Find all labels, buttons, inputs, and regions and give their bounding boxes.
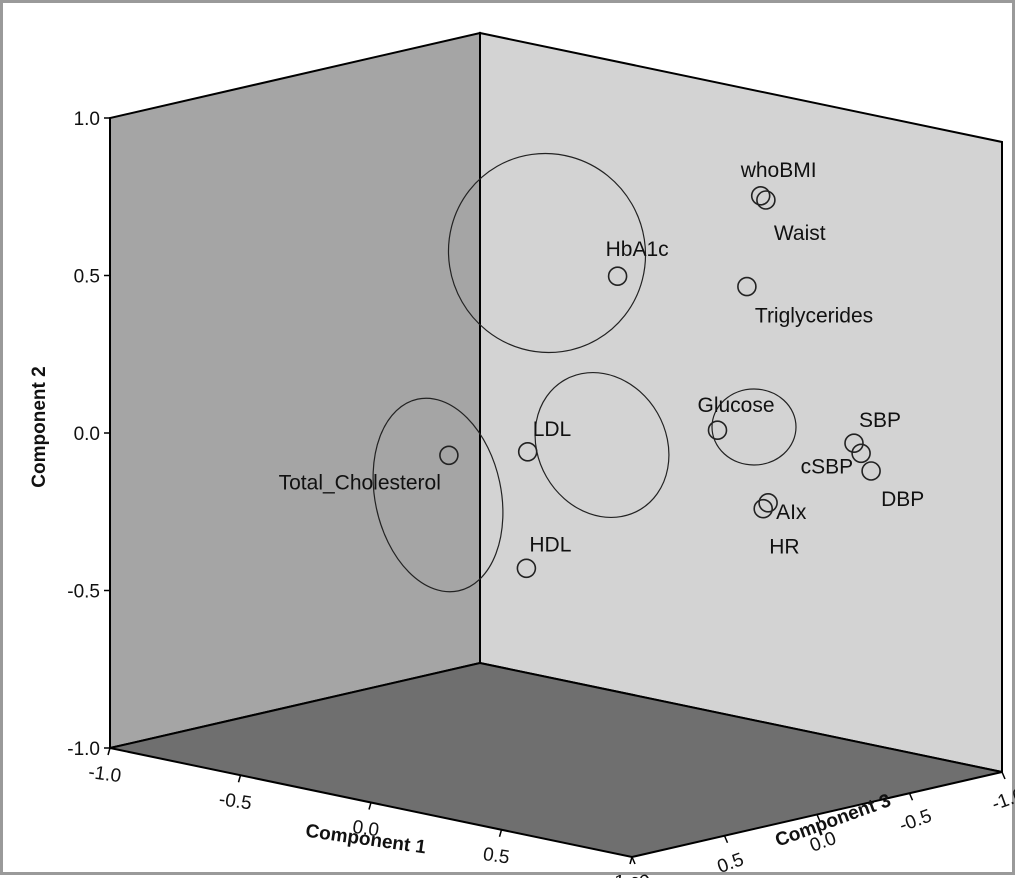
y-tick-label: 0.0 xyxy=(74,424,100,445)
point-total-cholesterol xyxy=(439,445,459,466)
x-tick-label: 0.5 xyxy=(482,844,511,868)
z-tick-label: -0.5 xyxy=(897,806,935,837)
z-tick-mark xyxy=(723,835,729,844)
chart-walls xyxy=(109,31,1003,859)
z-tick-mark xyxy=(1001,771,1006,780)
label-whobmi: whoBMI xyxy=(740,159,817,182)
cluster-ellipse-body xyxy=(447,152,647,354)
label-ldl: LDL xyxy=(533,418,572,441)
scatter-3d-chart: whoBMI Waist HbA1c Triglycerides Glucose AIx H… xyxy=(29,31,1015,878)
x-tick-mark xyxy=(368,802,372,810)
label-aix: AIx xyxy=(776,501,807,524)
point-waist xyxy=(756,190,776,210)
data-points xyxy=(439,186,881,579)
cluster-ellipse-bp xyxy=(711,388,797,466)
point-glucose xyxy=(707,420,728,441)
label-hba1c: HbA1c xyxy=(606,238,669,261)
point-labels: whoBMI Waist HbA1c Triglycerides Glucose AIx H… xyxy=(279,159,925,559)
y-tick-label: -0.5 xyxy=(67,582,100,603)
label-triglycerides: Triglycerides xyxy=(755,305,873,328)
point-hr xyxy=(753,498,774,519)
z-tick-label: 1.0 xyxy=(622,870,654,878)
x-tick-mark xyxy=(629,856,633,865)
x-tick-mark xyxy=(498,829,503,837)
z-tick-label: -1.0 xyxy=(989,784,1015,815)
point-hdl xyxy=(516,558,537,579)
z-tick-label: 0.5 xyxy=(715,849,747,878)
cluster-ellipse-lipids xyxy=(372,397,504,593)
z-tick-mark xyxy=(908,792,914,801)
label-hdl: HDL xyxy=(529,533,571,556)
point-ldl xyxy=(517,441,538,462)
z-tick-mark xyxy=(631,856,636,865)
x-tick-mark xyxy=(107,747,111,756)
point-aix xyxy=(758,492,778,513)
label-sbp: SBP xyxy=(859,409,901,432)
y-tick-label: -1.0 xyxy=(67,739,100,760)
label-waist: Waist xyxy=(774,222,826,245)
label-dbp: DBP xyxy=(881,488,924,511)
point-hba1c xyxy=(607,266,628,287)
label-glucose: Glucose xyxy=(698,394,775,417)
point-csbp xyxy=(851,443,871,464)
y-axis-title: Component 2 xyxy=(29,366,50,487)
label-hr: HR xyxy=(769,536,799,559)
label-total-cholesterol: Total_Cholesterol xyxy=(279,471,441,494)
cluster-ellipse-heart xyxy=(534,371,670,519)
x-tick-label: 0.0 xyxy=(351,817,380,841)
cluster-ellipses xyxy=(372,152,797,593)
x-tick-label: -0.5 xyxy=(218,789,253,814)
x-tick-mark xyxy=(237,775,242,783)
point-dbp xyxy=(861,461,881,481)
x-tick-label: -1.0 xyxy=(87,762,122,787)
point-sbp xyxy=(844,433,864,454)
point-triglycerides xyxy=(737,276,757,297)
z-tick-mark xyxy=(816,814,821,822)
label-csbp: cSBP xyxy=(801,455,854,478)
y-tick-label: 1.0 xyxy=(74,109,100,130)
y-tick-label: 0.5 xyxy=(74,267,100,288)
left-wall xyxy=(109,31,481,750)
point-whobmi xyxy=(750,186,771,206)
